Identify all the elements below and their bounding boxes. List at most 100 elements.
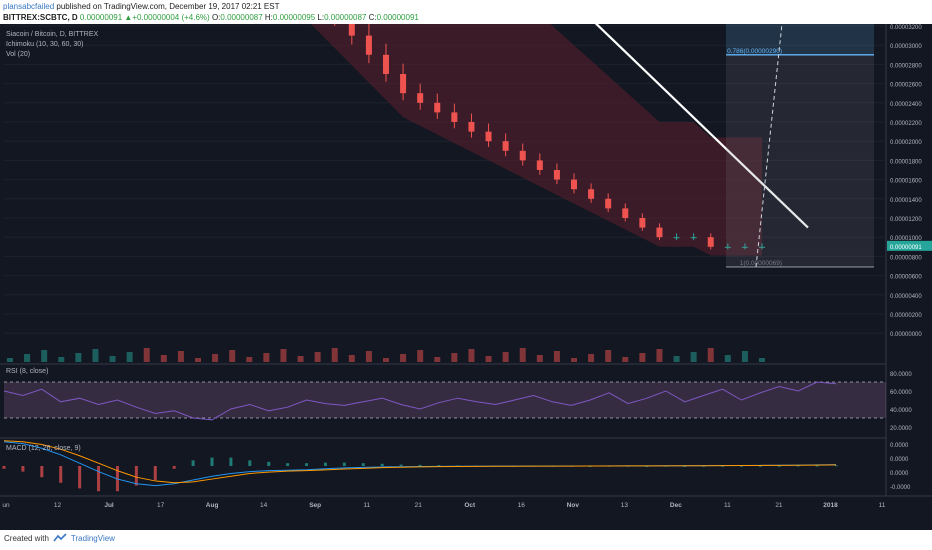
candle-body <box>707 237 714 247</box>
macd-histogram-bar <box>21 466 25 472</box>
macd-histogram-bar <box>796 465 800 467</box>
x-tick-label: 16 <box>518 502 526 509</box>
volume-bar <box>177 351 184 362</box>
volume-bar <box>536 355 543 362</box>
candle-body <box>519 150 526 161</box>
price-tick-label: 0.00003000 <box>890 44 922 50</box>
candle-body <box>724 246 731 248</box>
macd-histogram-bar <box>721 465 725 467</box>
rsi-pane[interactable]: 80.0000 60.0000 40.0000 20.0000 <box>0 363 912 432</box>
price-tick-label: 0.00002000 <box>890 140 922 146</box>
volume-bar <box>724 355 731 362</box>
volume-bar <box>605 350 612 362</box>
x-tick-label: Dec <box>670 502 682 509</box>
volume-bar <box>622 357 629 362</box>
x-tick-label: 11 <box>724 502 731 509</box>
candle-body <box>400 74 407 94</box>
candle-body <box>502 141 509 151</box>
fib-level-label: 0.786(0.00000290) <box>727 48 782 55</box>
pair-legend: Siacoin / Bitcoin, D, BITTREX <box>6 31 99 38</box>
macd-histogram-bar <box>399 464 403 466</box>
author-link[interactable]: plansabcfailed <box>3 2 55 11</box>
high-value: 0.00000095 <box>272 13 316 22</box>
vol-legend: Vol (20) <box>6 51 30 58</box>
macd-histogram-bar <box>361 463 365 466</box>
macd-histogram-bar <box>40 466 44 478</box>
x-axis: un 12 Jul 17 Aug 14 Sep 11 21 Oct 16 Nov 13 Dec 11 21 20… <box>0 495 932 509</box>
price-axis-gutter <box>886 24 932 530</box>
open-value: 0.00000087 <box>220 13 263 22</box>
candle-body <box>605 198 612 209</box>
volume-bar <box>485 356 492 362</box>
volume-bar <box>417 350 424 362</box>
fib-band <box>726 54 874 267</box>
candle-body <box>468 122 475 132</box>
x-tick-label: Oct <box>464 502 476 509</box>
macd-histogram-bar <box>229 457 233 466</box>
macd-histogram-bar <box>191 460 195 466</box>
macd-histogram-bar <box>134 466 138 486</box>
ichimoku-legend: Ichimoku (10, 30, 60, 30) <box>6 41 83 48</box>
macd-histogram-bar <box>418 464 422 466</box>
macd-legend: MACD (12, 26, close, 9) <box>6 445 81 452</box>
low-value: 0.00000087 <box>324 13 367 22</box>
chart-canvas[interactable]: 0.00003200 0.00003000 0.00002800 0.00002600… <box>0 24 932 530</box>
macd-histogram-bar <box>153 466 157 480</box>
volume-bar <box>656 349 663 362</box>
price-tick-label: 0.00000400 <box>890 294 922 300</box>
tradingview-link[interactable]: TradingView <box>70 533 115 543</box>
volume-bar <box>553 351 560 362</box>
x-tick-label: 2018 <box>823 502 838 509</box>
price-tick-label: 0.00000800 <box>890 255 922 261</box>
change-value: 0.00000091 ▲+0.00000004 (+4.6%) <box>79 13 210 22</box>
current-price-tag <box>887 240 932 251</box>
volume-bar <box>673 356 680 362</box>
macd-histogram-bar <box>59 466 63 483</box>
volume-bar <box>519 348 526 362</box>
rsi-legend: RSI (8, close) <box>6 368 48 375</box>
volume-bar <box>588 354 595 362</box>
volume-bar <box>280 349 287 362</box>
candle-body <box>417 93 424 103</box>
volume-bar <box>24 354 31 362</box>
x-tick-label: 17 <box>157 502 165 509</box>
candle-body <box>536 160 543 170</box>
fib-level-label: 1(0.00000069) <box>740 260 782 267</box>
volume-bar <box>212 354 219 362</box>
volume-bar <box>263 353 270 362</box>
macd-histogram-bar <box>210 457 214 466</box>
volume-bar <box>468 349 475 362</box>
volume-bar <box>314 352 321 362</box>
macd-histogram-bar <box>834 465 838 467</box>
volume-bar <box>639 353 646 362</box>
rsi-tick-label: 60.0000 <box>890 390 912 396</box>
candle-body <box>485 131 492 142</box>
candle-body <box>741 246 748 248</box>
price-tick-label: 0.00002800 <box>890 63 922 69</box>
symbol-label: BITTREX:SCBTC, D <box>3 13 78 22</box>
x-tick-label: Nov <box>567 502 580 509</box>
volume-bar <box>707 348 714 362</box>
volume-bar <box>365 351 372 362</box>
rsi-tick-label: 40.0000 <box>890 408 912 414</box>
candle-body <box>639 218 646 228</box>
volume-bar <box>502 352 509 362</box>
volume-bar <box>451 353 458 362</box>
created-with-label: Created with <box>4 533 49 543</box>
volume-bar <box>331 348 338 362</box>
price-pane[interactable]: 0.00003200 0.00003000 0.00002800 0.00002600… <box>4 24 932 530</box>
price-tick-label: 0.00001000 <box>890 236 922 242</box>
macd-histogram-bar <box>437 465 441 467</box>
candle-body <box>656 227 663 238</box>
price-tick-label: 0.00000000 <box>890 332 922 338</box>
macd-histogram-bar <box>97 466 101 492</box>
macd-histogram-bar <box>645 466 649 467</box>
candle-body <box>622 208 629 218</box>
x-tick-label: 21 <box>775 502 783 509</box>
ohlc-bar: BITTREX:SCBTC, D 0.00000091 ▲+0.00000004… <box>3 13 419 22</box>
macd-histogram-bar <box>78 466 82 489</box>
macd-histogram-bar <box>2 466 6 469</box>
macd-pane[interactable]: 0.0000 0.0000 0.0000 -0.0000 <box>0 437 911 492</box>
volume-bar <box>195 358 201 362</box>
current-price-label: 0.00000091 <box>890 245 922 251</box>
